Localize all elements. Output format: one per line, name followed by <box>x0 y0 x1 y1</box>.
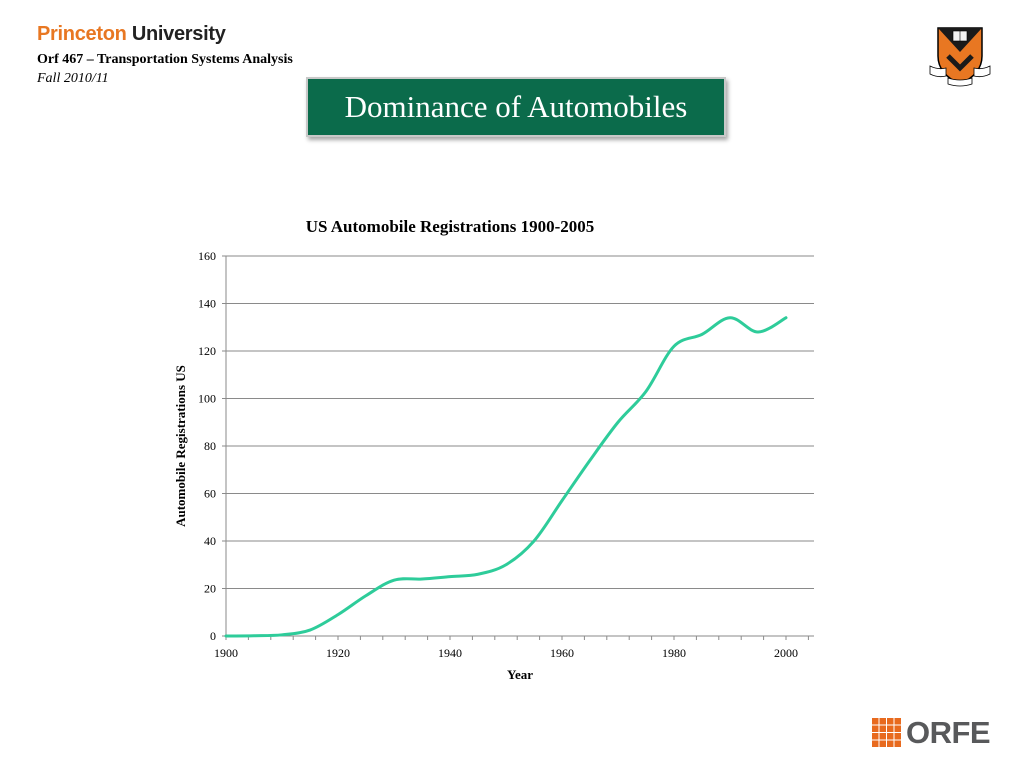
data-point <box>280 633 284 637</box>
princeton-wordmark: Princeton University <box>37 22 293 46</box>
data-point <box>560 499 564 502</box>
data-point <box>504 563 508 566</box>
slide-title: Dominance of Automobiles <box>344 89 688 124</box>
x-tick-label: 2000 <box>774 646 798 660</box>
x-tick-label: 1960 <box>550 646 574 660</box>
orfe-grid-cell <box>887 725 894 732</box>
orfe-grid-cell <box>894 718 901 725</box>
x-tick-label: 1940 <box>438 646 462 660</box>
data-point <box>756 330 760 334</box>
y-axis-label: Automobile Registrations US <box>173 365 188 527</box>
orfe-grid-cell <box>894 740 901 747</box>
chart-title: US Automobile Registrations 1900-2005 <box>306 217 595 236</box>
y-tick-label: 80 <box>204 439 216 453</box>
orfe-grid-cell <box>872 725 879 732</box>
y-tick-label: 160 <box>198 249 216 263</box>
y-tick-label: 20 <box>204 582 216 596</box>
orfe-wordmark: ORFE <box>906 715 991 750</box>
brand-university: University <box>131 23 226 45</box>
series-layer <box>224 316 788 638</box>
header-left: Princeton University Orf 467 – Transport… <box>37 22 293 87</box>
data-point <box>532 539 536 543</box>
y-tick-label: 100 <box>198 392 216 406</box>
x-tick-label: 1920 <box>326 646 350 660</box>
orfe-grid-icon <box>872 718 901 747</box>
orfe-grid-cell <box>894 733 901 740</box>
data-point <box>252 634 256 637</box>
orfe-grid-cell <box>879 740 886 747</box>
x-axis-label: Year <box>507 667 533 682</box>
y-tick-label: 40 <box>204 534 216 548</box>
data-point <box>784 316 788 319</box>
orfe-grid-cell <box>879 725 886 732</box>
orfe-grid-cell <box>894 725 901 732</box>
y-tick-label: 0 <box>210 629 216 643</box>
y-tick-label: 120 <box>198 344 216 358</box>
grid-layer <box>226 255 814 589</box>
data-point <box>420 577 424 581</box>
course-term: Fall 2010/11 <box>37 71 109 86</box>
slide-title-box: Dominance of Automobiles <box>306 77 726 137</box>
orfe-logo: ORFE <box>872 715 991 750</box>
axis-layer: 0 20 40 60 80 100 120 140 160 1900 1920 1940 1960 198… <box>198 249 814 660</box>
data-point <box>588 459 592 462</box>
princeton-shield-icon <box>928 22 992 88</box>
orfe-grid-cell <box>872 733 879 740</box>
orfe-grid-cell <box>879 733 886 740</box>
y-tick-label: 140 <box>198 297 216 311</box>
data-point <box>308 628 312 632</box>
orfe-grid-cell <box>887 718 894 725</box>
data-point <box>336 613 340 616</box>
y-tick-label: 60 <box>204 487 216 501</box>
orfe-grid-cell <box>872 740 879 747</box>
data-point <box>700 333 704 336</box>
chart-container: US Automobile Registrations 1900-2005 0 2… <box>160 200 840 700</box>
data-point <box>364 594 368 597</box>
orfe-grid-cell <box>872 718 879 725</box>
course-title: Orf 467 – Transportation Systems Analysi… <box>37 52 293 67</box>
data-point <box>448 575 452 578</box>
data-point <box>728 316 732 319</box>
x-tick-label: 1900 <box>214 646 238 660</box>
data-point <box>392 578 396 582</box>
orfe-grid-cell <box>887 733 894 740</box>
data-point <box>616 421 620 424</box>
data-point <box>644 390 648 393</box>
data-point <box>672 345 676 348</box>
data-point <box>224 634 228 638</box>
data-point <box>476 573 480 576</box>
brand-princeton: Princeton <box>37 23 127 45</box>
line-chart: US Automobile Registrations 1900-2005 0 2… <box>173 217 814 682</box>
orfe-grid-cell <box>887 740 894 747</box>
orfe-grid-cell <box>879 718 886 725</box>
x-tick-label: 1980 <box>662 646 686 660</box>
